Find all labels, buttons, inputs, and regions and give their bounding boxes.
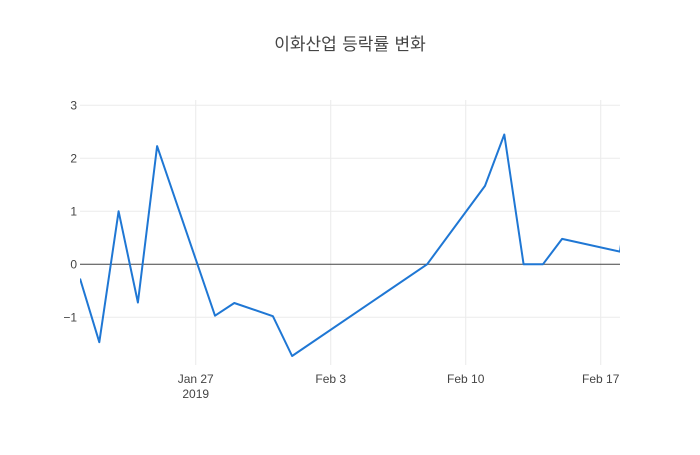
series-line bbox=[80, 133, 620, 357]
y-tick-label: 3 bbox=[70, 98, 77, 112]
x-tick-label: Feb 17 bbox=[582, 372, 620, 386]
y-tick-label: 0 bbox=[70, 257, 77, 271]
grid bbox=[80, 100, 620, 365]
x-tick-label: Feb 10 bbox=[447, 372, 485, 386]
x-tick-label: Feb 3 bbox=[315, 372, 346, 386]
y-tick-label: 1 bbox=[70, 204, 77, 218]
x-tick-label: Jan 27 bbox=[178, 372, 214, 386]
y-tick-label: −1 bbox=[63, 310, 77, 324]
y-tick-label: 2 bbox=[70, 151, 77, 165]
chart-title: 이화산업 등락률 변화 bbox=[274, 35, 426, 55]
series-line-layer bbox=[80, 133, 620, 357]
x-tick-sublabel: 2019 bbox=[182, 387, 209, 401]
